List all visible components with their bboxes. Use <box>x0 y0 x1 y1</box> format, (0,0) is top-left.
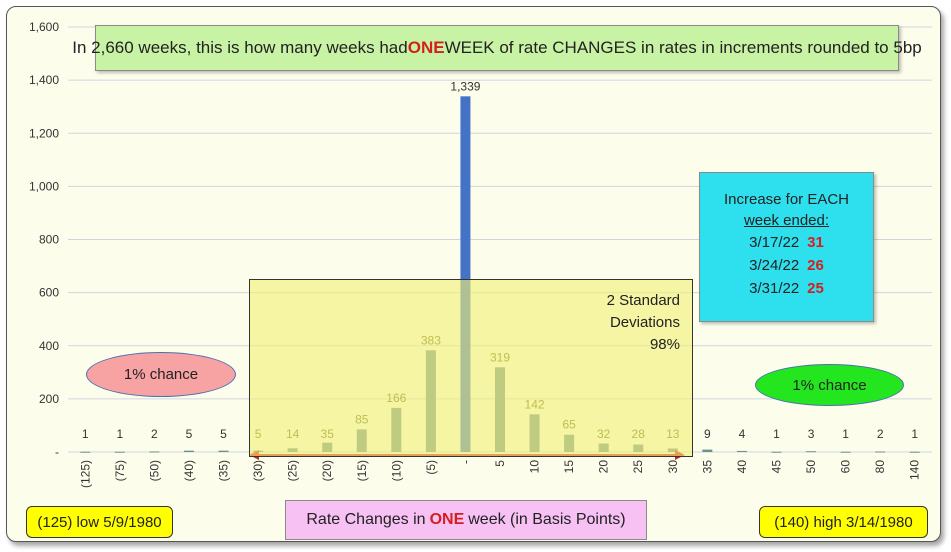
data-label: 2 <box>877 427 884 441</box>
left-chance-ellipse: 1% chance <box>86 352 236 397</box>
y-tick-label: 1,200 <box>29 126 59 140</box>
data-label: 5 <box>186 427 193 441</box>
data-label: 1 <box>82 427 89 441</box>
increase-row: 3/31/22 25 <box>700 277 873 300</box>
bar <box>771 451 782 453</box>
increase-subheading: week ended: <box>743 212 830 229</box>
high-note-text: (140) high 3/14/1980 <box>774 513 913 531</box>
increase-heading: Increase for EACH <box>723 191 850 208</box>
x-tick-label: (20) <box>320 460 334 481</box>
x-tick-label: 25 <box>631 460 645 474</box>
title-suffix: WEEK of rate CHANGES in rates in increme… <box>444 38 922 57</box>
data-label: 4 <box>739 427 746 441</box>
std-dev-label: 2 Standard Deviations 98% <box>607 290 680 356</box>
data-label: 1 <box>911 427 918 441</box>
x-tick-label: 60 <box>839 460 853 474</box>
x-tick-label: 20 <box>597 460 611 474</box>
two-std-dev-region: 2 Standard Deviations 98% <box>249 279 693 457</box>
x-tick-label: (15) <box>355 460 369 481</box>
std-dev-line2: Deviations <box>609 314 680 331</box>
title-emphasis: ONE <box>407 38 445 57</box>
left-chance-label: 1% chance <box>123 366 199 383</box>
x-tick-label: (75) <box>113 460 127 481</box>
bar <box>80 451 91 453</box>
bar <box>183 450 194 452</box>
x-tick-label: 40 <box>735 460 749 474</box>
bar <box>149 451 160 453</box>
bar <box>909 451 920 453</box>
x-tick-label: 35 <box>700 460 714 474</box>
data-label: 1 <box>773 427 780 441</box>
x-tick-label: (5) <box>424 460 438 475</box>
data-label: 5 <box>220 427 227 441</box>
increase-value: 31 <box>807 234 824 251</box>
bar <box>806 451 817 453</box>
xlabel-suffix: week (in Basis Points) <box>468 511 626 528</box>
bar <box>114 451 125 453</box>
bar <box>736 450 747 452</box>
bar <box>702 449 713 452</box>
y-tick-label: 400 <box>39 339 59 353</box>
increase-date: 3/17/22 <box>749 234 800 251</box>
y-tick-label: - <box>55 445 59 459</box>
title-prefix: In 2,660 weeks, this is how many weeks h… <box>72 38 408 57</box>
x-tick-label: (35) <box>217 460 231 481</box>
x-axis-title: Rate Changes in ONE week (in Basis Point… <box>285 500 647 540</box>
low-note: (125) low 5/9/1980 <box>26 506 173 538</box>
y-tick-label: 600 <box>39 286 59 300</box>
data-label: 1 <box>116 427 123 441</box>
x-tick-label: (25) <box>286 460 300 481</box>
y-tick-label: 800 <box>39 233 59 247</box>
increase-row: 3/24/22 26 <box>700 254 873 277</box>
weekly-increase-box: Increase for EACH week ended: 3/17/22 31 … <box>699 172 874 322</box>
y-tick-label: 200 <box>39 392 59 406</box>
data-label: 3 <box>808 427 815 441</box>
data-label: 1 <box>842 427 849 441</box>
chart-frame: -2004006008001,0001,2001,4001,6001125551… <box>6 6 941 542</box>
bar <box>460 96 471 452</box>
high-note: (140) high 3/14/1980 <box>759 506 928 538</box>
std-dev-line3: 98% <box>649 336 680 353</box>
x-tick-label: (125) <box>78 460 92 488</box>
x-tick-label: (40) <box>182 460 196 481</box>
increase-value: 25 <box>807 280 824 297</box>
bar <box>875 451 886 453</box>
data-label: 2 <box>151 427 158 441</box>
xlabel-emphasis: ONE <box>429 511 465 528</box>
x-tick-label: (10) <box>389 460 403 481</box>
x-tick-label: - <box>458 460 472 464</box>
right-chance-label: 1% chance <box>792 376 867 394</box>
x-tick-label: (50) <box>147 460 161 481</box>
bar <box>840 451 851 453</box>
x-tick-label: 80 <box>873 460 887 474</box>
x-tick-label: 10 <box>528 460 542 474</box>
low-note-text: (125) low 5/9/1980 <box>37 513 162 531</box>
increase-date: 3/31/22 <box>749 280 800 297</box>
y-tick-label: 1,600 <box>29 20 59 34</box>
x-tick-label: 30 <box>666 460 680 474</box>
x-tick-label: 50 <box>804 460 818 474</box>
y-tick-label: 1,400 <box>29 73 59 87</box>
data-label: 9 <box>704 427 711 441</box>
x-tick-label: (30) <box>251 460 265 481</box>
x-tick-label: 45 <box>769 460 783 474</box>
bar <box>218 450 229 452</box>
chart-title: In 2,660 weeks, this is how many weeks h… <box>72 25 922 71</box>
increase-date: 3/24/22 <box>749 257 800 274</box>
right-chance-ellipse: 1% chance <box>755 364 904 406</box>
increase-value: 26 <box>807 257 824 274</box>
x-tick-label: 140 <box>908 460 922 480</box>
y-tick-label: 1,000 <box>29 179 59 193</box>
increase-row: 3/17/22 31 <box>700 231 873 254</box>
std-dev-line1: 2 Standard <box>606 292 680 309</box>
x-tick-label: 15 <box>562 460 576 474</box>
x-tick-label: 5 <box>493 460 507 467</box>
data-label: 1,339 <box>450 79 480 93</box>
xlabel-prefix: Rate Changes in <box>306 511 426 528</box>
